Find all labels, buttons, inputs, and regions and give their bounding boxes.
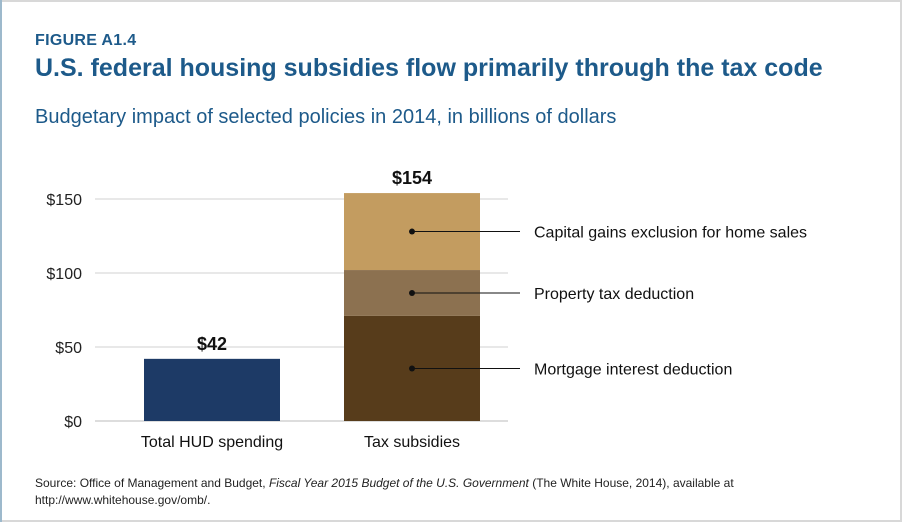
x-category-label: Total HUD spending: [141, 434, 283, 451]
segment-label: Capital gains exclusion for home sales: [534, 225, 807, 242]
y-tick-label: $0: [64, 414, 82, 431]
y-tick-label: $100: [46, 266, 82, 283]
top-border: [0, 0, 902, 2]
segment-label: Mortgage interest deduction: [534, 361, 732, 378]
stacked-bar-chart: $0 $50 $100 $150 Mortgage interest deduction…: [46, 168, 807, 451]
source-note: Source: Office of Management and Budget,…: [35, 475, 865, 509]
figure-label: FIGURE A1.4: [35, 32, 137, 49]
source-suffix: (The White House, 2014), available at ht…: [35, 476, 734, 507]
chart-subtitle: Budgetary impact of selected policies in…: [35, 106, 617, 128]
bottom-border: [0, 520, 902, 522]
right-border: [900, 0, 902, 522]
total-label: $42: [197, 334, 227, 354]
y-tick-label: $50: [55, 340, 82, 357]
x-category-label: Tax subsidies: [364, 434, 460, 451]
left-border: [0, 0, 2, 522]
total-label: $154: [392, 168, 432, 188]
segment-label: Property tax deduction: [534, 286, 694, 303]
chart-title: U.S. federal housing subsidies flow prim…: [35, 54, 823, 82]
source-prefix: Source: Office of Management and Budget,: [35, 476, 269, 490]
bar-segment: [144, 358, 280, 421]
y-tick-label: $150: [46, 192, 82, 209]
source-title: Fiscal Year 2015 Budget of the U.S. Gove…: [268, 476, 529, 490]
